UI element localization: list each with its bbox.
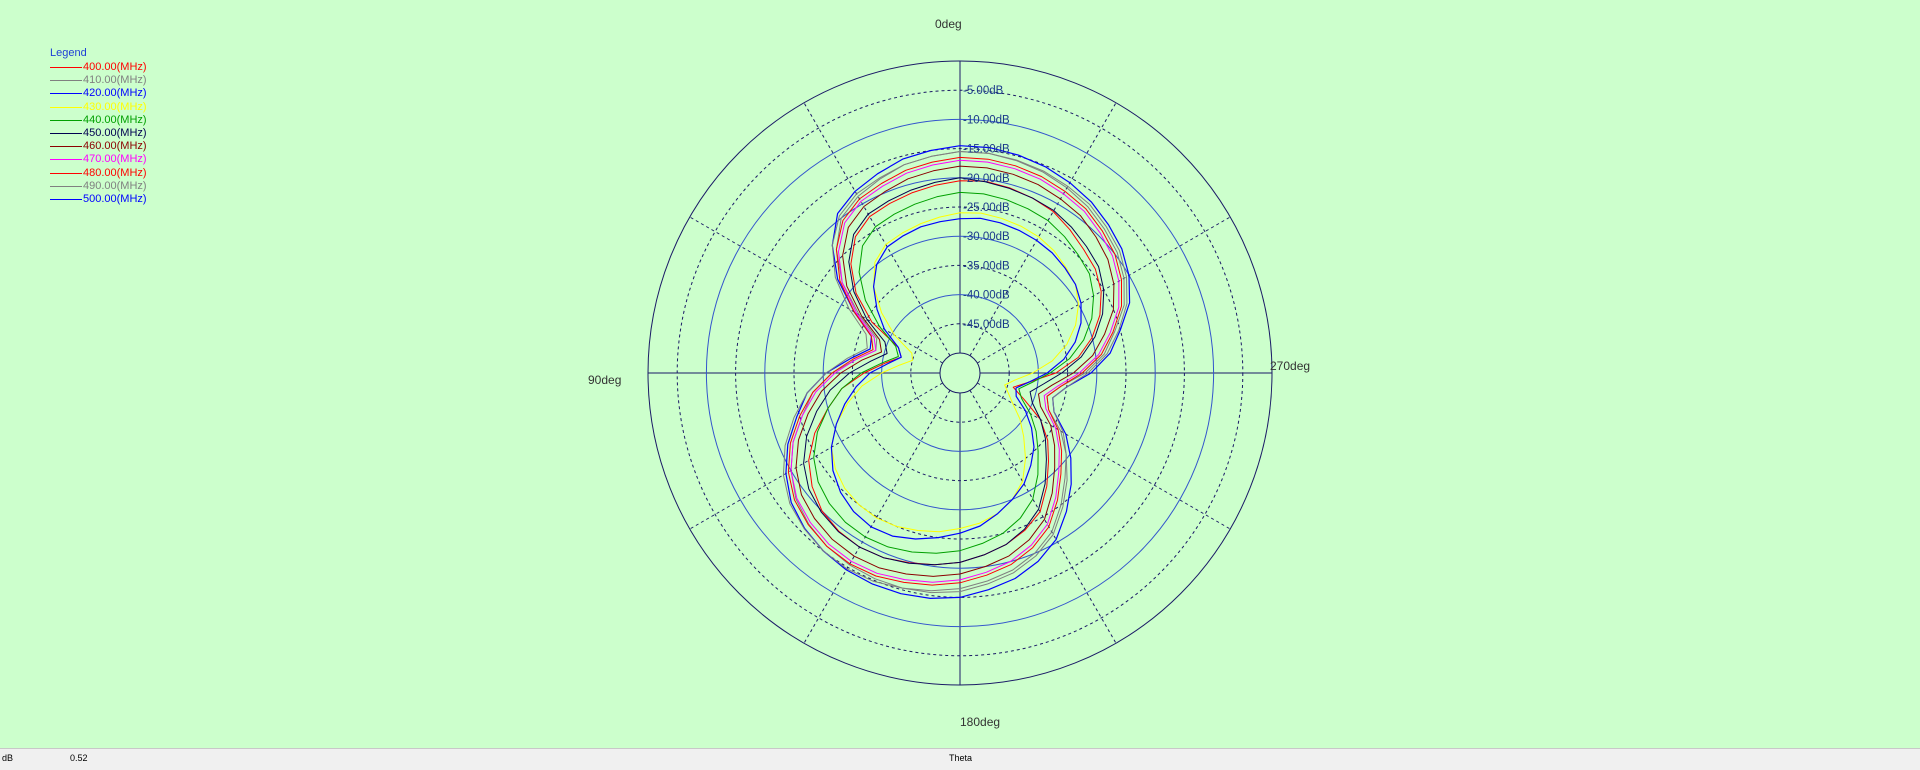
angle-label-0deg: 0deg: [935, 17, 962, 31]
status-bar: dB 0.52 Theta: [0, 748, 1920, 770]
plot-area: -5.00dB -10.00dB -15.00dB -20.00dB -25.00dB -…: [0, 0, 1920, 748]
legend-item-8: 480.00(MHz): [50, 167, 190, 180]
legend-item-10: 500.00(MHz): [50, 193, 190, 206]
legend-swatch: [50, 159, 82, 161]
series-line-10: [830, 217, 1082, 540]
radial-tick-label-5: -30.00dB: [963, 231, 1010, 243]
legend-item-2: 420.00(MHz): [50, 87, 190, 100]
legend-label: 410.00(MHz): [83, 74, 147, 87]
legend-label: 500.00(MHz): [83, 193, 147, 205]
ring-15db: [735, 148, 1185, 598]
ring-45db: [910, 323, 1010, 423]
angle-label-90deg: 90deg: [588, 373, 622, 387]
legend-swatch: [50, 93, 82, 95]
ring-10db: [705, 118, 1215, 628]
ring-30db: [822, 235, 1098, 511]
angle-gridline-330: [969, 102, 1117, 356]
legend-swatch: [50, 106, 82, 108]
legend-swatch: [50, 80, 82, 82]
radial-tick-label-4: -25.00dB: [963, 202, 1010, 214]
radial-tick-label-8: -45.00dB: [963, 319, 1010, 331]
legend-swatch: [50, 199, 82, 200]
legend-item-3: 430.00(MHz): [50, 101, 190, 114]
series-line-6: [795, 165, 1115, 577]
status-axis-label: Theta: [949, 753, 973, 763]
radial-tick-label-0: -5.00dB: [963, 85, 1004, 97]
legend-swatch: [50, 146, 82, 148]
angle-gridline-150: [803, 390, 951, 644]
series-line-4: [813, 191, 1095, 554]
series-line-8: [787, 156, 1122, 586]
series-line-3: [830, 212, 1079, 533]
legend-label: 450.00(MHz): [83, 127, 147, 139]
legend-label: 480.00(MHz): [83, 166, 147, 179]
legend-label: 430.00(MHz): [83, 100, 147, 113]
series-line-5: [803, 177, 1105, 566]
legend-label: 440.00(MHz): [83, 113, 147, 126]
angle-label-180deg: 180deg: [960, 715, 1001, 729]
legend-item-0: 400.00(MHz): [50, 61, 190, 74]
legend-label: 400.00(MHz): [83, 61, 147, 73]
polar-chart: -5.00dB -10.00dB -15.00dB -20.00dB -25.00dB -…: [647, 60, 1273, 686]
legend-item-4: 440.00(MHz): [50, 114, 190, 127]
status-value: 0.52: [70, 753, 88, 763]
radial-tick-label-6: -35.00dB: [963, 260, 1010, 272]
legend-item-7: 470.00(MHz): [50, 153, 190, 166]
ring-25db: [793, 206, 1127, 540]
radial-tick-labels: -5.00dB -10.00dB -15.00dB -20.00dB -25.00dB -…: [963, 85, 1010, 331]
legend-item-5: 450.00(MHz): [50, 127, 190, 140]
series-line-1: [790, 151, 1125, 594]
radial-tick-label-1: -10.00dB: [963, 114, 1010, 126]
series-line-9: [782, 151, 1128, 592]
angle-label-270deg: 270deg: [1270, 359, 1311, 373]
legend-item-9: 490.00(MHz): [50, 180, 190, 193]
legend-title: Legend: [50, 47, 87, 59]
legend-label: 460.00(MHz): [83, 140, 147, 153]
ring-outer: [647, 60, 1273, 686]
legend-label: 420.00(MHz): [83, 87, 147, 100]
legend-swatch: [50, 185, 82, 187]
angle-gridline-210: [969, 390, 1117, 644]
series-layer: [782, 145, 1131, 599]
legend-swatch: [50, 172, 82, 174]
legend-swatch: [50, 119, 82, 121]
legend-label: 470.00(MHz): [83, 153, 147, 166]
ring-5db: [676, 89, 1244, 657]
legend-swatch: [50, 133, 82, 134]
angle-gridline-30: [803, 102, 951, 356]
radial-tick-label-7: -40.00dB: [963, 290, 1010, 302]
ring-35db: [851, 264, 1069, 482]
legend-item-6: 460.00(MHz): [50, 140, 190, 153]
legend-swatch: [50, 67, 82, 68]
legend-item-1: 410.00(MHz): [50, 74, 190, 87]
status-unit-label: dB: [2, 753, 14, 763]
legend-label: 490.00(MHz): [83, 179, 147, 192]
radial-tick-label-2: -15.00dB: [963, 144, 1010, 156]
radial-tick-label-3: -20.00dB: [963, 173, 1010, 185]
ring-inner: [939, 352, 981, 394]
series-line-7: [790, 159, 1120, 583]
